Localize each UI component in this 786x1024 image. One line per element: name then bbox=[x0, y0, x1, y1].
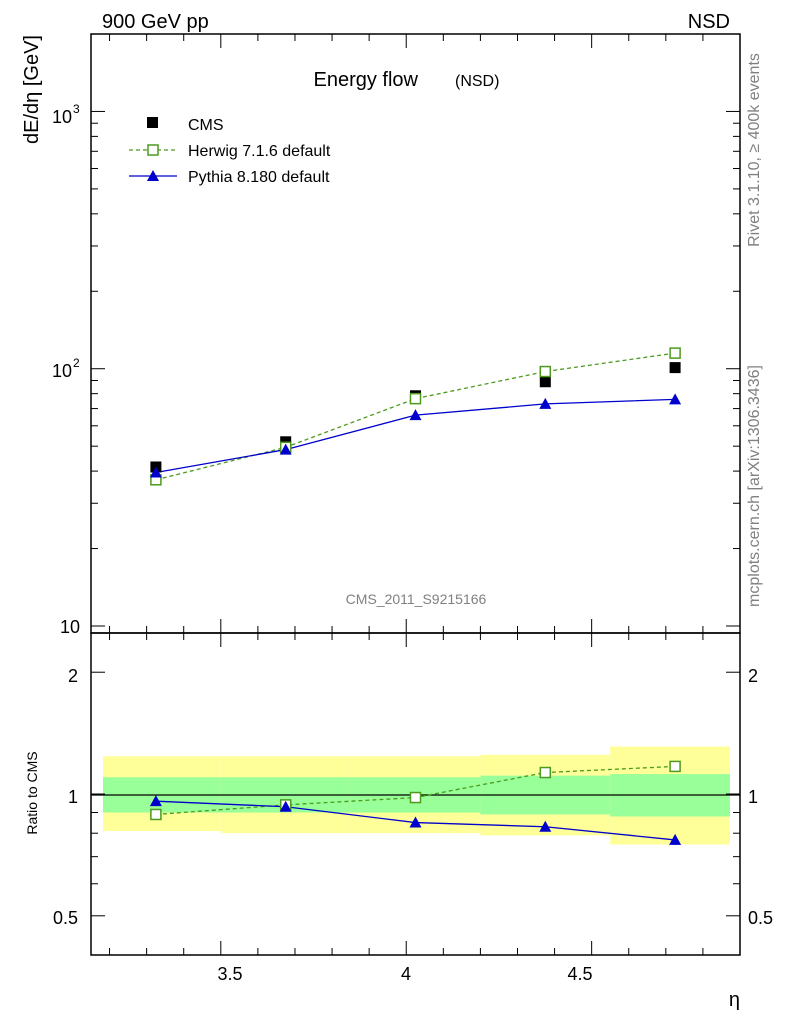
x-tick-label-4: 4 bbox=[401, 964, 411, 984]
main-y-tick-label-10: 10 bbox=[60, 617, 80, 637]
rivet-version-label: Rivet 3.1.10, ≥ 400k events bbox=[746, 53, 763, 247]
mcplots-reference-label: mcplots.cern.ch [arXiv:1306.3436] bbox=[746, 365, 763, 607]
main-pythia-point-2 bbox=[409, 409, 422, 421]
ratio-pythia-point-1 bbox=[279, 800, 292, 812]
ratio-y-axis-label: Ratio to CMS bbox=[24, 751, 40, 834]
main-y-tick-label-1000: 10 3 bbox=[52, 102, 80, 127]
x-tick-label-4.5: 4.5 bbox=[567, 964, 592, 984]
beam-energy-label: 900 GeV pp bbox=[102, 11, 209, 33]
legend: CMS Herwig 7.1.6 default Pythia 8.180 de… bbox=[129, 117, 331, 186]
ratio-herwig-point-0 bbox=[150, 808, 162, 821]
main-herwig-point-3 bbox=[539, 365, 552, 378]
ratio-y-tick-label-2-right: 2 bbox=[748, 666, 758, 686]
main-cms-point-4 bbox=[669, 362, 681, 374]
legend-label-pythia: Pythia 8.180 default bbox=[188, 169, 330, 186]
ratio-pythia-point-3 bbox=[539, 820, 552, 832]
main-y-tick-label-100-exp: 2 bbox=[73, 356, 80, 370]
ratio-plot-frame bbox=[90, 632, 741, 956]
ratio-y-tick-label-05-right: 0.5 bbox=[748, 908, 773, 928]
ratio-y-tick-label-1-right: 1 bbox=[748, 787, 758, 807]
main-y-tick-label-1000-exp: 3 bbox=[73, 102, 80, 116]
ratio-pythia-point-2 bbox=[409, 816, 422, 828]
main-plot-panel: Energy flow (NSD) CMS Herwig 7.1.6 defau… bbox=[21, 33, 741, 637]
ratio-axis-ticks bbox=[91, 633, 741, 955]
ratio-pythia-point-0 bbox=[149, 795, 162, 807]
main-pythia-point-0 bbox=[149, 466, 162, 478]
legend-marker-pythia bbox=[147, 170, 159, 181]
main-herwig-point-4 bbox=[669, 347, 681, 359]
ratio-y-tick-label-2-left: 2 bbox=[68, 666, 78, 686]
x-axis-label: η bbox=[729, 989, 740, 1011]
main-pythia-point-3 bbox=[539, 397, 552, 409]
chart-title: Energy flow bbox=[314, 69, 419, 91]
legend-marker-cms bbox=[147, 117, 158, 128]
event-type-label: NSD bbox=[688, 11, 730, 33]
ratio-herwig-point-4 bbox=[669, 760, 681, 773]
ratio-y-tick-label-1-left: 1 bbox=[68, 787, 78, 807]
ratio-plot-panel: Ratio to CMS 2 1 0.5 2 1 0.5 3.5 4 4.5 η bbox=[24, 632, 773, 1011]
main-pythia-point-4 bbox=[669, 393, 682, 405]
main-herwig-point-2 bbox=[409, 392, 422, 405]
main-cms-point-3 bbox=[539, 376, 551, 388]
main-y-tick-label-100-base: 10 bbox=[52, 361, 72, 381]
analysis-tag: CMS_2011_S9215166 bbox=[346, 591, 487, 607]
main-pythia-point-1 bbox=[279, 443, 292, 455]
ratio-series-markers bbox=[149, 760, 682, 845]
ratio-herwig-point-2 bbox=[409, 791, 422, 804]
main-y-tick-label-1000-base: 10 bbox=[52, 107, 72, 127]
ratio-pythia-point-4 bbox=[669, 833, 682, 845]
main-y-axis-label: dE/dη [GeV] bbox=[21, 35, 43, 144]
main-y-tick-label-100: 10 2 bbox=[52, 356, 80, 381]
ratio-herwig-point-3 bbox=[539, 766, 552, 779]
main-line-herwig bbox=[155, 352, 676, 481]
main-series-markers bbox=[149, 347, 682, 486]
ratio-y-tick-label-05-left: 0.5 bbox=[53, 908, 78, 928]
chart-title-suffix: (NSD) bbox=[455, 73, 499, 90]
legend-marker-herwig bbox=[147, 144, 159, 156]
x-tick-label-3.5: 3.5 bbox=[217, 964, 242, 984]
legend-label-cms: CMS bbox=[188, 117, 224, 134]
legend-label-herwig: Herwig 7.1.6 default bbox=[188, 143, 331, 160]
